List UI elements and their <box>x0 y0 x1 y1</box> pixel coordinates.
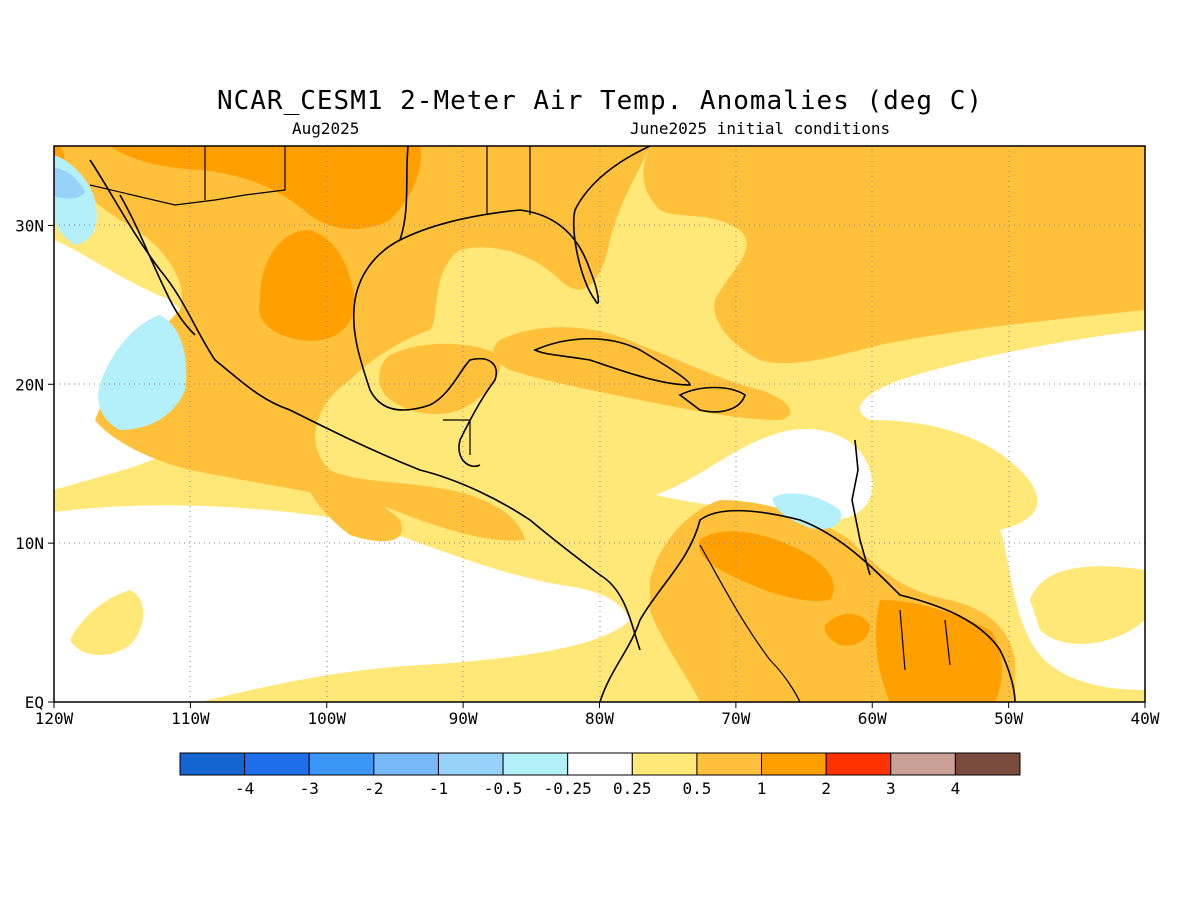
colorbar-swatch <box>308 752 375 776</box>
colorbar-label: 4 <box>951 779 961 798</box>
lon-tick-label: 80W <box>585 709 614 728</box>
neutral-region-pacific-south <box>54 505 630 702</box>
coast-us-south <box>399 146 651 304</box>
colorbar: -4 -3 -2 -1 -0.5 -0.25 0.25 0.5 1 2 3 4 <box>179 752 1021 798</box>
warm-region-atlantic <box>643 146 1145 364</box>
colorbar-swatch <box>244 752 310 776</box>
lon-tick-label: 60W <box>858 709 887 728</box>
coast-mexico-pacific <box>89 159 641 651</box>
colorbar-label: -4 <box>235 779 254 798</box>
gridlines <box>54 146 1145 702</box>
colorbar-swatch <box>954 752 1021 776</box>
coast-lesser-antilles <box>851 439 871 576</box>
colorbar-swatch <box>373 752 439 776</box>
colorbar-swatch <box>502 752 569 776</box>
colorbar-swatch <box>437 752 504 776</box>
colorbar-label: -2 <box>364 779 383 798</box>
lat-tick-label: 20N <box>15 375 44 394</box>
lon-tick-label: 100W <box>307 709 346 728</box>
coast-south-america <box>599 509 1016 702</box>
coast-cuba <box>533 338 691 386</box>
lat-tick-label: EQ <box>25 693 44 712</box>
colorbar-label: 0.25 <box>613 779 652 798</box>
colorbar-label: -0.25 <box>544 779 592 798</box>
map-title: NCAR_CESM1 2-Meter Air Temp. Anomalies (… <box>216 86 984 116</box>
colorbar-label: 1 <box>757 779 767 798</box>
cool-region-baja <box>98 315 187 430</box>
coast-gulf <box>352 146 497 467</box>
lon-tick-label: 50W <box>994 709 1023 728</box>
lon-tick-label: 110W <box>171 709 210 728</box>
warm-region-pacific-patch <box>70 590 144 656</box>
latitude-axis: EQ 10N 20N 30N <box>15 216 54 712</box>
lon-tick-label: 90W <box>449 709 478 728</box>
coast-hispaniola <box>678 386 746 413</box>
warm-region-cuba <box>493 327 791 420</box>
anomaly-field <box>54 146 1145 702</box>
colorbar-swatch <box>179 752 246 776</box>
lon-tick-label: 120W <box>35 709 74 728</box>
lon-tick-label: 40W <box>1131 709 1160 728</box>
lon-tick-label: 70W <box>721 709 750 728</box>
colorbar-label: -3 <box>300 779 319 798</box>
colorbar-swatch <box>567 752 633 776</box>
lat-tick-label: 30N <box>15 216 44 235</box>
coast-baja <box>119 194 196 336</box>
neutral-region-caribbean <box>655 429 873 520</box>
strong-warm-region-guianas <box>875 600 1002 702</box>
strong-warm-region-amazon <box>824 613 870 646</box>
cooler-region-california <box>54 168 85 199</box>
colorbar-label: -0.5 <box>484 779 523 798</box>
colorbar-label: 2 <box>821 779 831 798</box>
strong-warm-region-venezuela <box>699 531 834 601</box>
warm-region-yucatan <box>378 343 501 415</box>
longitude-axis: 120W 110W 100W 90W 80W 70W 60W 50W 40W <box>35 702 1160 728</box>
colorbar-label: 0.5 <box>682 779 711 798</box>
strong-warm-region-mexico <box>259 230 355 341</box>
colorbar-swatch <box>890 752 956 776</box>
colorbar-swatch <box>825 752 892 776</box>
warm-region-north-america <box>54 146 650 541</box>
colorbar-swatch <box>631 752 698 776</box>
colorbar-swatch <box>696 752 763 776</box>
lat-tick-label: 10N <box>15 534 44 553</box>
colorbar-label: -1 <box>429 779 448 798</box>
warm-region-atlantic-patch <box>1030 566 1145 644</box>
init-conditions-label: June2025 initial conditions <box>630 119 891 138</box>
strong-warm-region-us <box>110 146 421 230</box>
warm-region-central-america-north <box>300 470 402 542</box>
colorbar-swatch <box>761 752 827 776</box>
borders <box>89 146 951 702</box>
cool-region-caribbean-east <box>772 493 841 530</box>
valid-month-label: Aug2025 <box>292 119 360 138</box>
coastlines <box>89 146 1016 702</box>
colorbar-label: 3 <box>886 779 896 798</box>
